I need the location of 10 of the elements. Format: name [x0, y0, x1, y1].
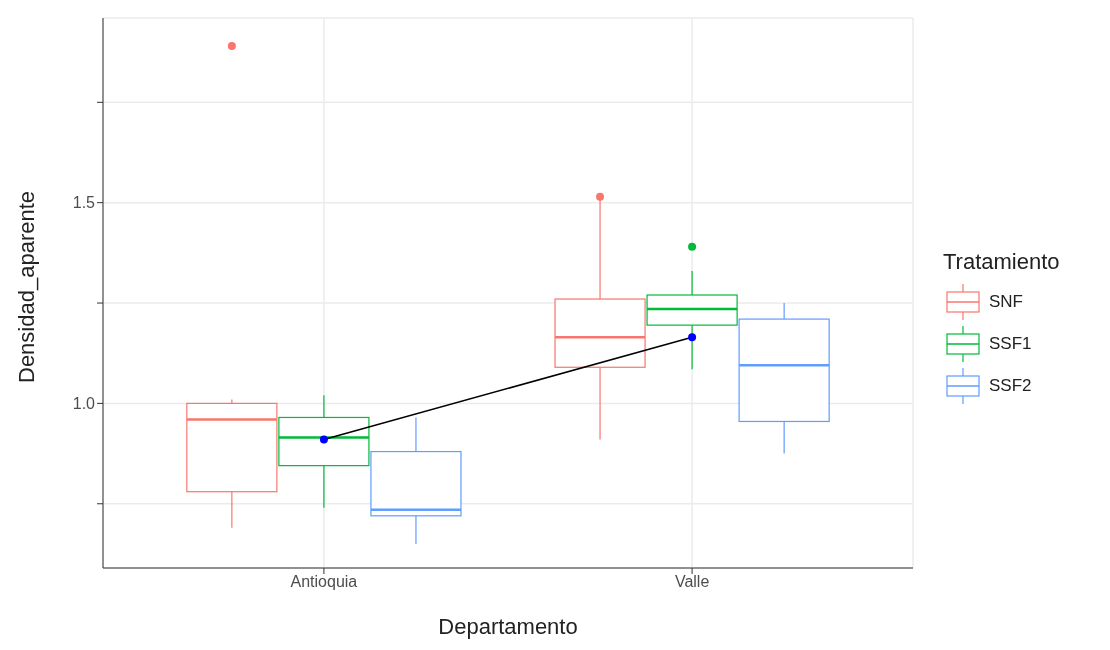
legend-label: SSF2	[989, 376, 1032, 396]
legend-label: SNF	[989, 292, 1023, 312]
y-tick-label: 1.0	[72, 395, 96, 413]
x-tick-label: Antioquia	[290, 573, 358, 591]
legend-label: SSF1	[989, 334, 1032, 354]
x-axis-title: Departamento	[438, 614, 578, 639]
legend-title: Tratamiento	[943, 249, 1061, 275]
y-tick-label: 1.5	[72, 194, 96, 212]
x-tick-label: Valle	[674, 573, 710, 591]
y-axis-title: Densidad_aparente	[13, 190, 39, 383]
